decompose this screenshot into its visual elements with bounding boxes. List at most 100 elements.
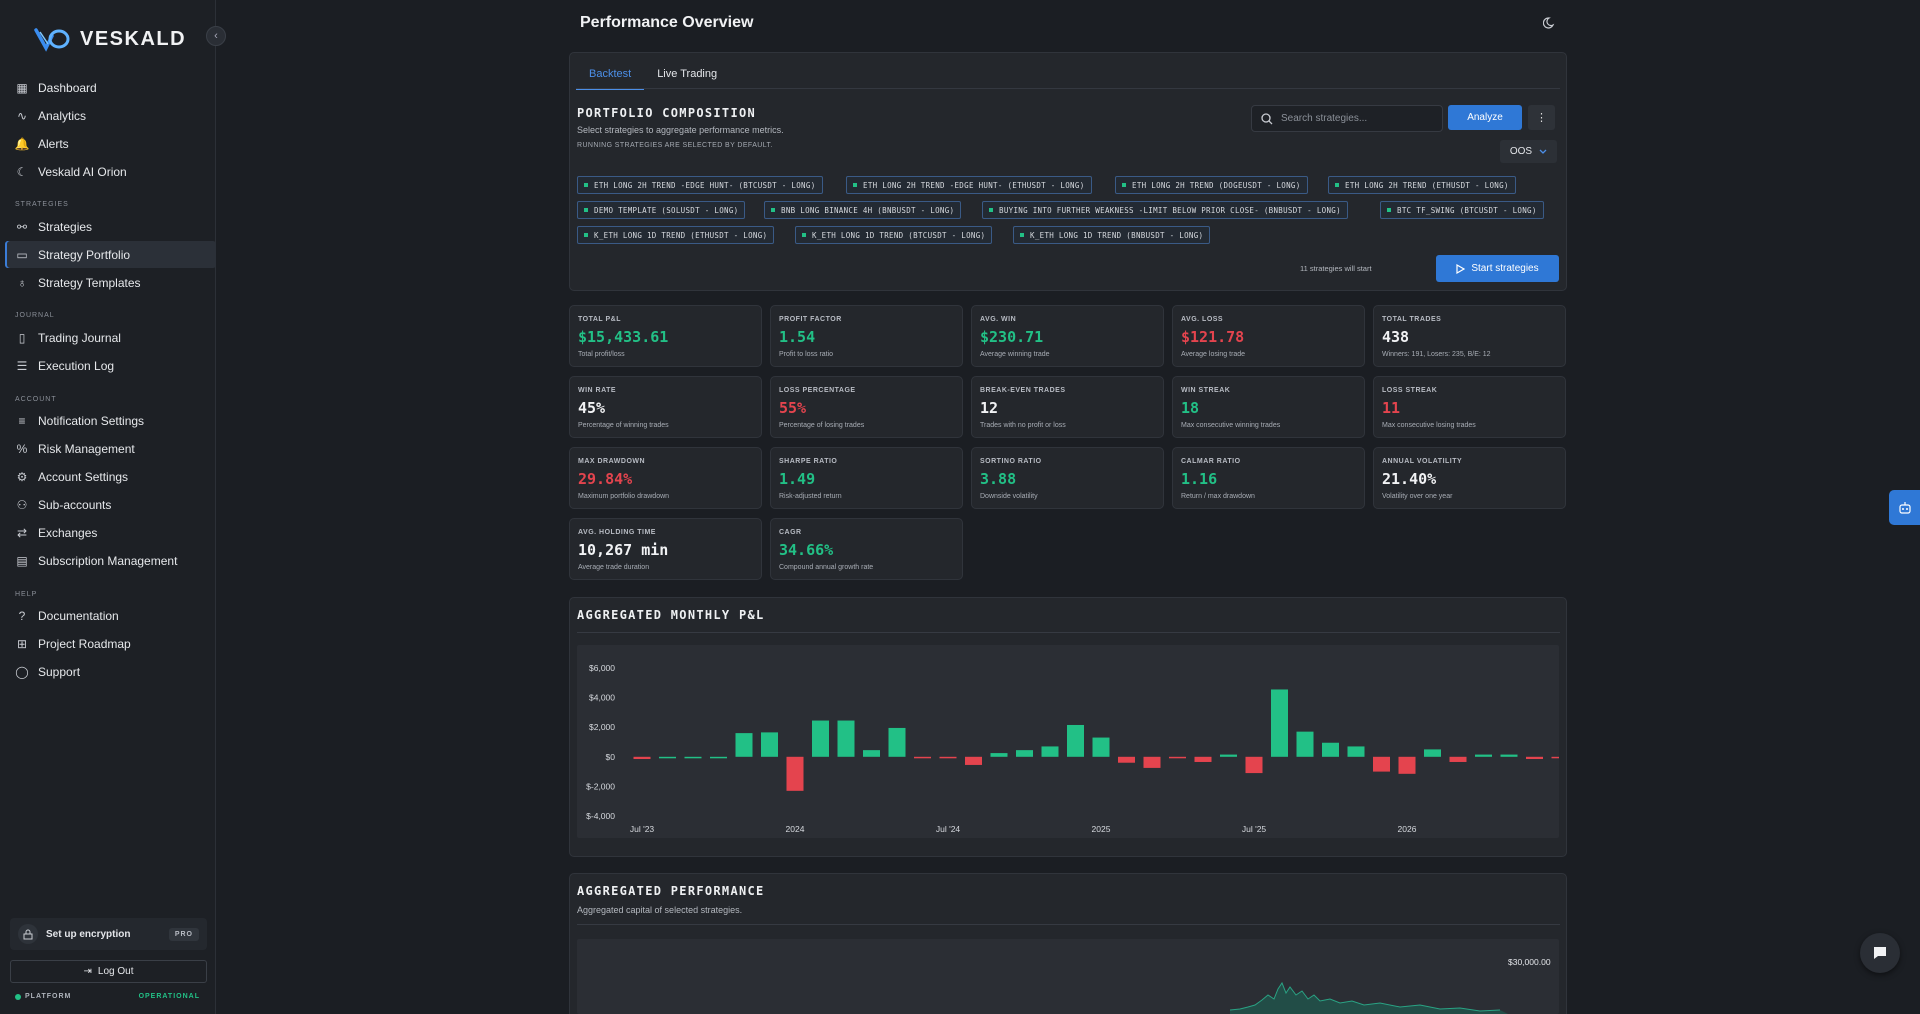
pnl-bar[interactable] bbox=[633, 756, 651, 760]
sidebar-item-project-roadmap[interactable]: ⊞ Project Roadmap bbox=[5, 630, 216, 657]
theme-toggle-moon-icon[interactable] bbox=[1542, 16, 1557, 33]
strategy-chip[interactable]: K_ETH LONG 1D TREND (BTCUSDT - LONG) bbox=[795, 226, 993, 244]
pnl-bar[interactable] bbox=[1041, 746, 1059, 757]
sidebar-item-support[interactable]: ◯ Support bbox=[5, 658, 216, 685]
ai-assistant-tab[interactable] bbox=[1889, 490, 1920, 525]
strategy-chip[interactable]: K_ETH LONG 1D TREND (ETHUSDT - LONG) bbox=[577, 226, 775, 244]
pnl-bar[interactable] bbox=[1118, 756, 1135, 763]
pnl-bar[interactable] bbox=[1016, 750, 1033, 757]
pnl-bar[interactable] bbox=[1143, 756, 1161, 768]
pnl-bar[interactable] bbox=[1347, 746, 1365, 757]
pnl-bar[interactable] bbox=[684, 756, 702, 759]
pnl-bar[interactable] bbox=[735, 733, 753, 757]
metric-value: 3.88 bbox=[980, 470, 1017, 488]
divider bbox=[577, 632, 1560, 633]
pnl-bar[interactable] bbox=[1526, 756, 1543, 760]
pnl-bar[interactable] bbox=[1398, 756, 1416, 774]
sidebar-item-label: Sub-accounts bbox=[38, 497, 112, 512]
sidebar-item-exchanges[interactable]: ⇄ Exchanges bbox=[5, 519, 216, 546]
sidebar-item-sub-accounts[interactable]: ⚇ Sub-accounts bbox=[5, 491, 216, 518]
sidebar-item-label: Support bbox=[38, 664, 81, 679]
pnl-bar[interactable] bbox=[914, 756, 931, 759]
pnl-bar[interactable] bbox=[1475, 754, 1492, 757]
sidebar-item-analytics[interactable]: ∿ Analytics bbox=[5, 102, 216, 129]
strategy-chip[interactable]: BNB LONG BINANCE 4H (BNBUSDT - LONG) bbox=[764, 201, 962, 219]
will-start-count: 11 strategies will start bbox=[1300, 264, 1372, 273]
pnl-bar[interactable] bbox=[1296, 731, 1314, 757]
sidebar-item-notification-settings[interactable]: ≡ Notification Settings bbox=[5, 407, 216, 434]
strategy-chip[interactable]: K_ETH LONG 1D TREND (BNBUSDT - LONG) bbox=[1013, 226, 1211, 244]
pnl-bar[interactable] bbox=[1271, 689, 1288, 757]
sidebar-item-alerts[interactable]: 🔔 Alerts bbox=[5, 130, 216, 157]
y-tick-label: $-2,000 bbox=[586, 781, 615, 791]
strategy-chip[interactable]: DEMO TEMPLATE (SOLUSDT - LONG) bbox=[577, 201, 746, 219]
strategy-chip[interactable]: BUYING INTO FURTHER WEAKNESS -LIMIT BELO… bbox=[982, 201, 1348, 219]
pnl-bar[interactable] bbox=[1373, 756, 1390, 772]
chat-widget-button[interactable] bbox=[1860, 933, 1900, 973]
sidebar-item-risk-management[interactable]: % Risk Management bbox=[5, 435, 216, 462]
sidebar-item-execution-log[interactable]: ☰ Execution Log bbox=[5, 352, 216, 379]
start-strategies-button[interactable]: Start strategies bbox=[1436, 255, 1559, 282]
sidebar-item-documentation[interactable]: ? Documentation bbox=[5, 602, 216, 629]
pnl-bar[interactable] bbox=[1322, 742, 1339, 757]
metric-label: BREAK-EVEN TRADES bbox=[980, 387, 1066, 394]
tab-live-trading[interactable]: Live Trading bbox=[657, 68, 718, 80]
sidebar-item-account-settings[interactable]: ⚙ Account Settings bbox=[5, 463, 216, 490]
analyze-button[interactable]: Analyze bbox=[1448, 105, 1522, 130]
search-input[interactable]: Search strategies... bbox=[1251, 105, 1443, 132]
pnl-bar[interactable] bbox=[1500, 754, 1518, 757]
performance-subtitle: Aggregated capital of selected strategie… bbox=[577, 905, 743, 915]
metric-label: LOSS PERCENTAGE bbox=[779, 387, 856, 394]
user-gear-icon: ⚙ bbox=[16, 469, 28, 484]
sample-mode-select[interactable]: OOS bbox=[1500, 140, 1557, 163]
sidebar-item-subscription-management[interactable]: ▤ Subscription Management bbox=[5, 547, 216, 574]
sidebar-item-dashboard[interactable]: ▦ Dashboard bbox=[5, 74, 216, 101]
pnl-bar[interactable] bbox=[1424, 749, 1441, 757]
pnl-bar[interactable] bbox=[1092, 737, 1110, 757]
more-options-button[interactable]: ⋮ bbox=[1528, 105, 1555, 130]
y-tick-label: $2,000 bbox=[589, 722, 615, 732]
logout-button[interactable]: ⇥ Log Out bbox=[10, 960, 207, 983]
sidebar-item-strategy-templates[interactable]: ♁ Strategy Templates bbox=[5, 269, 216, 296]
strategy-chip[interactable]: BTC TF_SWING (BTCUSDT - LONG) bbox=[1380, 201, 1544, 219]
strategy-chip[interactable]: ETH LONG 2H TREND -EDGE HUNT- (BTCUSDT -… bbox=[577, 176, 823, 194]
pnl-bar[interactable] bbox=[786, 756, 804, 791]
pnl-bar[interactable] bbox=[1551, 756, 1560, 759]
strategy-chip[interactable]: ETH LONG 2H TREND (ETHUSDT - LONG) bbox=[1328, 176, 1516, 194]
pnl-bar[interactable] bbox=[812, 720, 829, 757]
performance-chart-area bbox=[577, 939, 1559, 1014]
pnl-bar[interactable] bbox=[965, 756, 982, 765]
pnl-bar[interactable] bbox=[888, 727, 906, 757]
pnl-bar[interactable] bbox=[659, 756, 676, 759]
metric-description: Maximum portfolio drawdown bbox=[578, 493, 670, 500]
strategy-chip[interactable]: ETH LONG 2H TREND (DOGEUSDT - LONG) bbox=[1115, 176, 1308, 194]
pnl-bar[interactable] bbox=[1067, 724, 1084, 757]
sidebar-item-strategies[interactable]: ⚯ Strategies bbox=[5, 213, 216, 240]
pnl-bar[interactable] bbox=[1169, 756, 1186, 759]
sidebar-item-strategy-portfolio[interactable]: ▭ Strategy Portfolio bbox=[5, 241, 216, 268]
pnl-bar[interactable] bbox=[1449, 756, 1467, 762]
pnl-bar[interactable] bbox=[710, 756, 727, 759]
divider bbox=[577, 924, 1560, 925]
pnl-bar[interactable] bbox=[1220, 754, 1237, 757]
metric-value: 55% bbox=[779, 399, 807, 417]
pnl-bar[interactable] bbox=[863, 750, 880, 757]
pnl-bar[interactable] bbox=[761, 732, 778, 757]
search-placeholder: Search strategies... bbox=[1281, 113, 1368, 124]
pnl-bar[interactable] bbox=[990, 753, 1008, 757]
sidebar-item-veskald-ai-orion[interactable]: ☾ Veskald AI Orion bbox=[5, 158, 216, 185]
y-tick-label: $0 bbox=[606, 752, 616, 762]
sidebar-item-trading-journal[interactable]: ▯ Trading Journal bbox=[5, 324, 216, 351]
sidebar-collapse-button[interactable]: ‹ bbox=[206, 26, 226, 46]
metric-description: Percentage of winning trades bbox=[578, 422, 669, 429]
setup-encryption-button[interactable]: Set up encryption PRO bbox=[10, 918, 207, 950]
pnl-bar[interactable] bbox=[939, 756, 957, 759]
metric-value: 18 bbox=[1181, 399, 1200, 417]
brand-logo[interactable]: VESKALD bbox=[34, 26, 186, 52]
tab-backtest[interactable]: Backtest bbox=[576, 60, 645, 90]
pnl-bar[interactable] bbox=[837, 720, 855, 757]
pnl-bar[interactable] bbox=[1245, 756, 1263, 774]
strategy-chip[interactable]: ETH LONG 2H TREND -EDGE HUNT- (ETHUSDT -… bbox=[846, 176, 1092, 194]
chat-icon bbox=[1874, 947, 1886, 959]
pnl-bar[interactable] bbox=[1194, 756, 1212, 762]
